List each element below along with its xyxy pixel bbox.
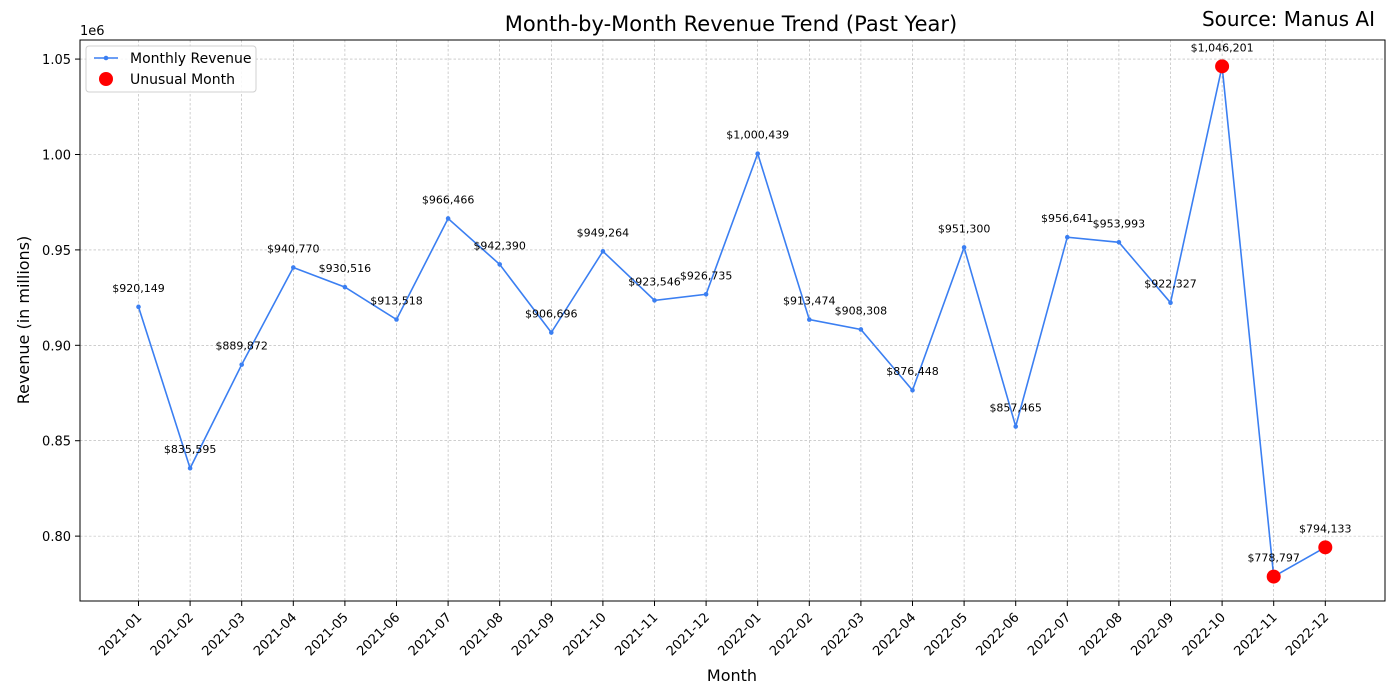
x-tick-label: 2021-08 (458, 610, 507, 659)
data-label: $953,993 (1093, 217, 1146, 230)
y-tick-label: 0.85 (42, 435, 71, 450)
x-tick-label: 2021-04 (251, 610, 300, 659)
x-tick-label: 2022-10 (1180, 610, 1229, 659)
data-point (445, 216, 451, 221)
legend-label-monthly-revenue: Monthly Revenue (130, 51, 251, 67)
data-point (600, 249, 606, 254)
data-point (807, 317, 812, 322)
tick-layer: 2021-01 2021-02 2021-03 2021-04 2021-05 2021-… (42, 53, 1332, 659)
legend-frame (85, 45, 257, 93)
data-label: $1,046,201 (1191, 41, 1254, 54)
x-tick-label: 2022-04 (870, 610, 919, 659)
x-tick-label: 2021-12 (664, 610, 713, 659)
grid-layer (80, 40, 1385, 601)
y-tick-label: 1.00 (42, 148, 71, 163)
x-tick-label: 2022-07 (1025, 610, 1074, 659)
y-tick-label: 0.80 (42, 530, 71, 545)
data-label: $906,696 (525, 308, 578, 321)
x-tick-label: 2021-02 (148, 610, 197, 659)
data-label: $835,595 (164, 443, 217, 456)
data-label: $778,797 (1247, 552, 1300, 565)
data-point (187, 465, 193, 471)
data-label: $966,466 (422, 193, 475, 206)
x-tick-label: 2022-06 (974, 610, 1023, 659)
x-tick-label: 2022-02 (767, 610, 816, 659)
x-tick-label: 2021-11 (612, 610, 661, 659)
data-point (549, 330, 554, 335)
x-tick-label: 2022-01 (716, 610, 765, 659)
data-point (239, 362, 244, 367)
data-label: $876,448 (886, 365, 939, 378)
data-point (1013, 424, 1018, 429)
legend: Monthly Revenue Unusual Month (85, 45, 257, 93)
y-axis-offset-label: 1e6 (80, 24, 105, 39)
x-tick-label: 2021-06 (354, 610, 403, 659)
data-point (1168, 300, 1173, 306)
x-tick-label: 2021-01 (96, 610, 145, 659)
data-label: $956,641 (1041, 212, 1094, 225)
x-tick-label: 2022-05 (922, 610, 971, 659)
x-tick-label: 2021-05 (303, 610, 352, 659)
y-tick-label: 0.90 (42, 339, 71, 354)
unusual-month-marker (1318, 540, 1333, 555)
x-tick-label: 2021-10 (561, 610, 610, 659)
x-tick-label: 2021-09 (509, 610, 558, 659)
data-label: $913,518 (370, 295, 423, 308)
data-point (858, 327, 864, 332)
y-tick-label: 0.95 (42, 244, 71, 259)
series-line-monthly-revenue (137, 66, 1326, 578)
x-tick-label: 2022-12 (1283, 610, 1332, 659)
data-point (342, 284, 348, 290)
data-point (961, 245, 967, 250)
x-tick-label: 2022-11 (1232, 610, 1281, 659)
x-tick-label: 2021-07 (406, 610, 455, 659)
data-point (652, 298, 657, 303)
data-label: $922,327 (1144, 278, 1197, 291)
data-label: $926,735 (680, 269, 733, 282)
plot-area-frame (79, 39, 1386, 602)
data-label: $923,546 (628, 275, 681, 288)
data-point (1065, 234, 1070, 240)
data-label-layer: $920,149 $835,595 $889,872 $940,770 $930,516… (112, 41, 1351, 564)
legend-label-unusual-month: Unusual Month (130, 72, 235, 88)
data-point (394, 317, 399, 322)
y-axis-title: Revenue (in millions) (14, 236, 33, 405)
data-label: $1,000,439 (726, 129, 789, 142)
series-layer (136, 59, 1333, 584)
x-tick-label: 2022-08 (1077, 610, 1126, 659)
data-label: $794,133 (1299, 522, 1352, 535)
data-label: $942,390 (473, 239, 526, 252)
source-label: Source: Manus AI (1202, 7, 1375, 31)
unusual-month-marker (1266, 569, 1281, 584)
data-label: $949,264 (577, 226, 630, 239)
x-tick-label: 2021-03 (200, 610, 249, 659)
chart-title: Month-by-Month Revenue Trend (Past Year) (505, 12, 957, 36)
data-point (910, 387, 915, 393)
data-label: $908,308 (835, 304, 888, 317)
x-tick-label: 2022-09 (1128, 610, 1177, 659)
legend-line-marker (103, 55, 109, 61)
data-point (497, 262, 503, 267)
data-point (703, 291, 709, 297)
data-label: $920,149 (112, 282, 165, 295)
data-label: $857,465 (989, 401, 1042, 414)
x-axis-title: Month (707, 666, 757, 685)
data-label: $940,770 (267, 243, 320, 256)
data-label: $913,474 (783, 295, 836, 308)
y-tick-label: 1.05 (42, 53, 71, 68)
data-label: $930,516 (319, 262, 372, 275)
data-label: $951,300 (938, 222, 991, 235)
data-point (136, 304, 141, 310)
data-point (755, 151, 760, 156)
data-point (291, 265, 296, 270)
x-tick-label: 2022-03 (819, 610, 868, 659)
unusual-month-marker (1215, 59, 1230, 74)
legend-highlight-marker (99, 72, 113, 86)
data-label: $889,872 (215, 340, 268, 353)
data-point (1116, 239, 1122, 245)
